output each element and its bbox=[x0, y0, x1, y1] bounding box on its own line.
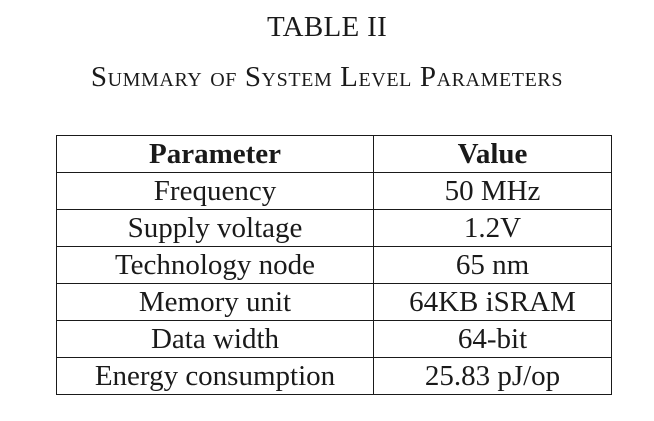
parameter-cell: Data width bbox=[56, 320, 374, 358]
table-row: Energy consumption 25.83 pJ/op bbox=[56, 357, 612, 395]
parameter-cell: Energy consumption bbox=[56, 357, 374, 395]
parameter-cell: Frequency bbox=[56, 172, 374, 210]
table-row: Technology node 65 nm bbox=[56, 246, 612, 284]
value-cell: 50 MHz bbox=[373, 172, 612, 210]
header-row: Parameter Value bbox=[56, 135, 612, 173]
parameter-cell: Technology node bbox=[56, 246, 374, 284]
value-cell: 1.2V bbox=[373, 209, 612, 247]
table-row: Supply voltage 1.2V bbox=[56, 209, 612, 247]
value-cell: 64-bit bbox=[373, 320, 612, 358]
table-caption: Summary of System Level Parameters bbox=[90, 61, 564, 93]
table-row: Frequency 50 MHz bbox=[56, 172, 612, 210]
value-cell: 64KB iSRAM bbox=[373, 283, 612, 321]
header-parameter: Parameter bbox=[56, 135, 374, 173]
value-cell: 65 nm bbox=[373, 246, 612, 284]
table-row: Memory unit 64KB iSRAM bbox=[56, 283, 612, 321]
table-number: TABLE II bbox=[266, 11, 388, 43]
parameter-cell: Memory unit bbox=[56, 283, 374, 321]
parameter-cell: Supply voltage bbox=[56, 209, 374, 247]
header-value: Value bbox=[373, 135, 612, 173]
table-row: Data width 64-bit bbox=[56, 320, 612, 358]
parameters-table: Parameter Value Frequency 50 MHz Supply … bbox=[56, 135, 612, 395]
value-cell: 25.83 pJ/op bbox=[373, 357, 612, 395]
